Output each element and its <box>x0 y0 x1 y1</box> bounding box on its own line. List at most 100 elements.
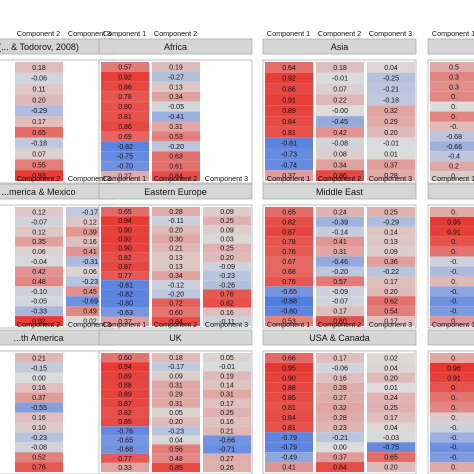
cell-value-label: -0.31 <box>82 259 98 266</box>
cell-value-label: -0.82 <box>117 291 133 298</box>
cell-value-label: -0.46 <box>332 259 348 266</box>
heatmap-cell <box>265 170 313 181</box>
heatmap-cell <box>430 296 474 307</box>
heatmap-cell <box>15 412 63 423</box>
heatmap-cell <box>66 216 114 227</box>
heatmap-cell <box>367 116 415 127</box>
heatmap-cell <box>152 71 200 82</box>
cell-value-label: 0.33 <box>118 465 132 472</box>
component-label: Component 3 <box>369 174 412 183</box>
heatmap-cell <box>316 126 364 138</box>
cell-value-label: 0.86 <box>333 173 347 180</box>
heatmap-cell <box>101 216 149 226</box>
heatmap-cell <box>430 276 474 287</box>
cell-value-label: 0.90 <box>282 375 296 382</box>
cell-value-label: -0.21 <box>383 87 399 94</box>
cell-value-label: 0.35 <box>32 239 46 246</box>
heatmap-cell <box>101 207 149 217</box>
cell-value-label: 0.24 <box>333 209 347 216</box>
cell-value-label: 0.90 <box>118 246 132 253</box>
heatmap-cell <box>101 462 149 472</box>
component-label: Component 3 <box>369 29 412 38</box>
component-label: Component 2 <box>154 174 197 183</box>
cell-value-label: 0. <box>451 249 457 256</box>
heatmap-cell <box>265 266 313 277</box>
cell-value-label: -0.20 <box>168 144 184 151</box>
cell-value-label: 0.25 <box>384 209 398 216</box>
heatmap-cell <box>316 72 364 84</box>
heatmap-cell <box>316 372 364 383</box>
facet-strip <box>427 38 474 55</box>
cell-value-label: -0.10 <box>31 289 47 296</box>
cell-value-label: 0.95 <box>282 365 296 372</box>
heatmap-cell <box>367 246 415 257</box>
heatmap-cell <box>152 261 200 272</box>
cell-value-label: -0.80 <box>281 309 297 316</box>
heatmap-cell <box>367 382 415 393</box>
cell-value-label: 0.13 <box>169 255 183 262</box>
cell-value-label: 0.57 <box>118 64 132 71</box>
heatmap-cell <box>367 462 415 472</box>
heatmap-cell <box>101 444 149 454</box>
heatmap-cell <box>316 402 364 413</box>
cell-value-label: 0.31 <box>169 383 183 390</box>
heatmap-cell <box>316 442 364 453</box>
cell-value-label: -0.05 <box>31 299 47 306</box>
facet-panel: Component 1 Component 2 Africa 0.57 0.92 0.86… <box>98 29 253 184</box>
heatmap-cell <box>265 148 313 160</box>
component-label: Component 1 <box>432 174 474 183</box>
cell-value-label: -0.01 <box>332 76 348 83</box>
component-label: Component 2 <box>154 29 197 38</box>
facet-strip <box>262 183 417 200</box>
heatmap-cell <box>316 266 364 277</box>
cell-value-label: 0.67 <box>282 259 296 266</box>
cell-value-label: 0.66 <box>282 355 296 362</box>
heatmap-cell <box>152 141 200 152</box>
heatmap-cell <box>316 452 364 463</box>
heatmap-cell <box>152 398 200 408</box>
cell-value-label: 0.69 <box>118 134 132 141</box>
cell-value-label: 0.78 <box>282 239 296 246</box>
cell-value-label: -0.11 <box>168 218 184 225</box>
cell-value-label: 0.37 <box>282 173 296 180</box>
heatmap-cell <box>316 148 364 160</box>
cell-value-label: 0.19 <box>220 373 234 380</box>
heatmap-cell <box>367 353 415 363</box>
cell-value-label: 0.16 <box>220 419 234 426</box>
cell-value-label: 0.29 <box>169 392 183 399</box>
cell-value-label: -0.18 <box>383 97 399 104</box>
heatmap-cell <box>101 62 149 72</box>
heatmap-cell <box>367 432 415 443</box>
cell-value-label: -0.68 <box>446 134 462 141</box>
heatmap-cell <box>152 161 200 172</box>
heatmap-cell <box>15 392 63 403</box>
cell-value-label: 0.85 <box>282 395 296 402</box>
heatmap-cell <box>101 252 149 262</box>
heatmap-cell <box>430 101 474 112</box>
heatmap-cell <box>101 289 149 299</box>
cell-value-label: 0.28 <box>169 209 183 216</box>
heatmap-cell <box>15 382 63 393</box>
heatmap-cell <box>152 207 200 217</box>
heatmap-cell <box>316 306 364 317</box>
heatmap-cell <box>66 296 114 307</box>
cell-value-label: 0.00 <box>333 445 347 452</box>
heatmap-cell <box>430 266 474 277</box>
cell-value-label: 0.20 <box>220 255 234 262</box>
cell-value-label: 0.87 <box>118 401 132 408</box>
heatmap-cell <box>152 151 200 162</box>
heatmap-cell <box>430 216 474 227</box>
cell-value-label: 0.86 <box>118 124 132 131</box>
cell-value-label: -0.08 <box>332 141 348 148</box>
heatmap-cell <box>367 170 415 181</box>
cell-value-label: 0. <box>451 209 457 216</box>
cell-value-label: 0.56 <box>169 447 183 454</box>
heatmap-cell <box>152 121 200 132</box>
cell-value-label: -0. <box>450 309 458 316</box>
heatmap-cell <box>101 389 149 399</box>
heatmap-cell <box>265 246 313 257</box>
heatmap-cell <box>265 432 313 443</box>
heatmap-cell <box>265 462 313 472</box>
heatmap-cell <box>66 246 114 257</box>
heatmap-cell <box>101 111 149 122</box>
